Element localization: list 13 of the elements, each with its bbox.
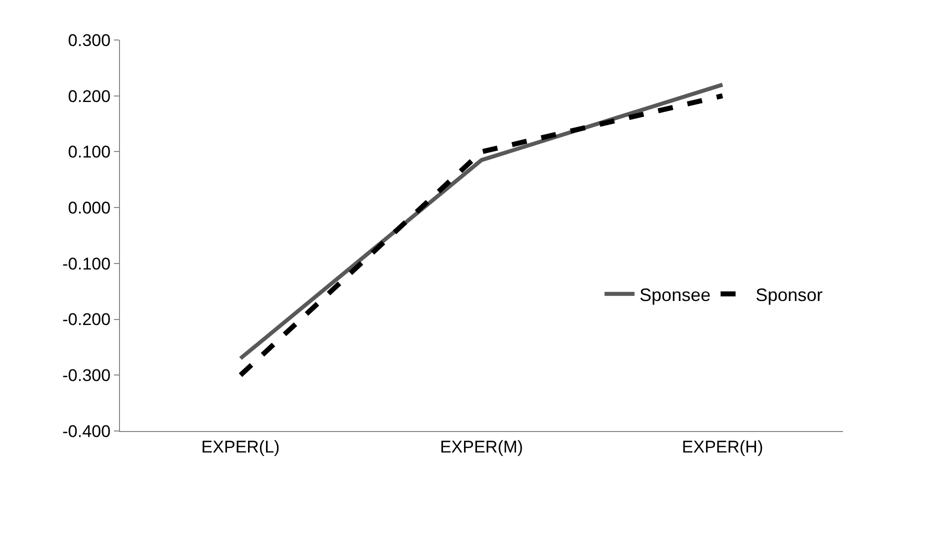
legend-label: Sponsee xyxy=(640,284,711,305)
y-tick-label: 0.000 xyxy=(68,198,111,218)
x-tick-label: EXPER(M) xyxy=(440,437,524,456)
y-tick-label: 0.100 xyxy=(68,142,111,162)
x-tick-label: EXPER(H) xyxy=(682,437,764,456)
y-tick-label: -0.100 xyxy=(62,254,111,274)
legend-label: Sponsor xyxy=(756,284,823,305)
y-tick-label: 0.300 xyxy=(68,30,111,50)
y-tick-label: -0.200 xyxy=(62,310,111,330)
y-tick-label: 0.200 xyxy=(68,86,111,106)
y-tick-label: -0.400 xyxy=(62,422,111,441)
x-tick-label: EXPER(L) xyxy=(201,437,280,456)
y-tick-label: -0.300 xyxy=(62,366,111,386)
